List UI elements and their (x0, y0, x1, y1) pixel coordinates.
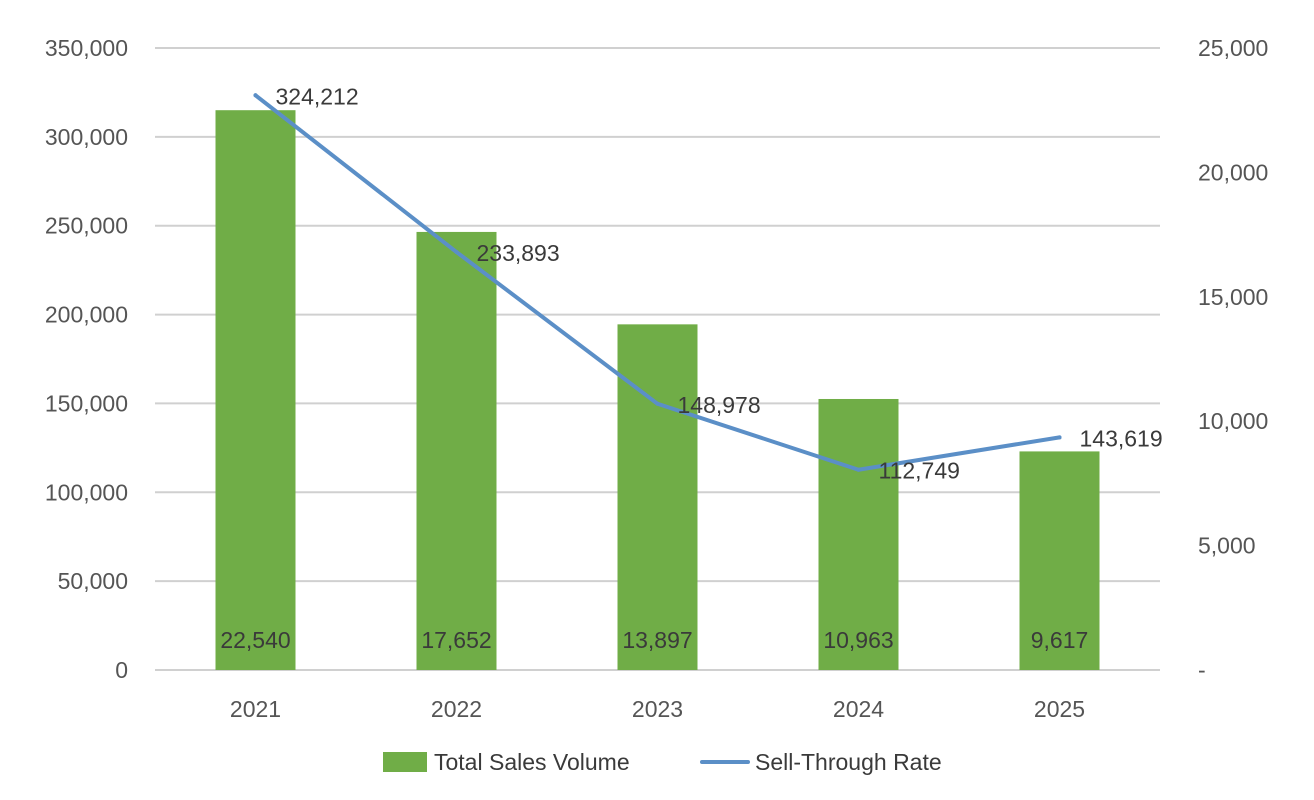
legend-item-total-sales-volume: Total Sales Volume (383, 749, 630, 775)
left-axis: 0 50,000 100,000 150,000 200,000 250,000 300,0… (45, 35, 128, 683)
category-label: 2023 (632, 696, 683, 722)
bar-2025 (1019, 451, 1100, 670)
legend-swatch-bar (383, 752, 427, 772)
category-label: 2025 (1034, 696, 1085, 722)
bar-data-label: 22,540 (220, 627, 290, 653)
line-series: 324,212 233,893 148,978 112,749 143,619 (253, 83, 1163, 484)
line-data-label: 148,978 (678, 392, 761, 418)
left-tick-label: 200,000 (45, 302, 128, 328)
bar-series: 22,540 17,652 13,897 10,963 9,617 (215, 110, 1100, 671)
line-point-2024 (856, 467, 861, 472)
right-tick-label: 5,000 (1198, 533, 1256, 559)
line-point-2025 (1057, 435, 1062, 440)
right-tick-label: 15,000 (1198, 284, 1268, 310)
bar-2022 (416, 231, 497, 671)
line-point-2023 (655, 401, 660, 406)
bar-data-label: 9,617 (1031, 627, 1089, 653)
left-tick-label: 250,000 (45, 213, 128, 239)
category-label: 2024 (833, 696, 884, 722)
left-tick-label: 150,000 (45, 390, 128, 416)
left-tick-label: 350,000 (45, 35, 128, 61)
category-label: 2021 (230, 696, 281, 722)
left-tick-label: 50,000 (58, 568, 128, 594)
bar-data-label: 17,652 (421, 627, 491, 653)
category-axis: 2021 2022 2023 2024 2025 (230, 696, 1085, 722)
bar-2023 (617, 324, 698, 670)
bar-data-label: 13,897 (622, 627, 692, 653)
line-point-2021 (253, 93, 258, 98)
right-tick-label: 20,000 (1198, 159, 1268, 185)
right-tick-label: - (1198, 657, 1206, 683)
right-tick-label: 25,000 (1198, 35, 1268, 61)
bar-data-label: 10,963 (823, 627, 893, 653)
bar-2021 (215, 110, 296, 670)
legend: Total Sales Volume Sell-Through Rate (383, 749, 942, 775)
left-tick-label: 100,000 (45, 479, 128, 505)
right-axis: - 5,000 10,000 15,000 20,000 25,000 (1198, 35, 1268, 683)
left-tick-label: 300,000 (45, 124, 128, 150)
left-tick-label: 0 (115, 657, 128, 683)
category-label: 2022 (431, 696, 482, 722)
legend-label: Sell-Through Rate (755, 749, 942, 775)
line-data-label: 233,893 (477, 240, 560, 266)
line-data-label: 143,619 (1080, 425, 1163, 451)
line-data-label: 112,749 (879, 458, 960, 484)
legend-label: Total Sales Volume (434, 749, 630, 775)
legend-item-sell-through-rate: Sell-Through Rate (700, 749, 942, 775)
right-tick-label: 10,000 (1198, 408, 1268, 434)
bar-2024 (818, 398, 899, 670)
line-point-2022 (454, 250, 459, 255)
line-data-label: 324,212 (276, 83, 359, 109)
